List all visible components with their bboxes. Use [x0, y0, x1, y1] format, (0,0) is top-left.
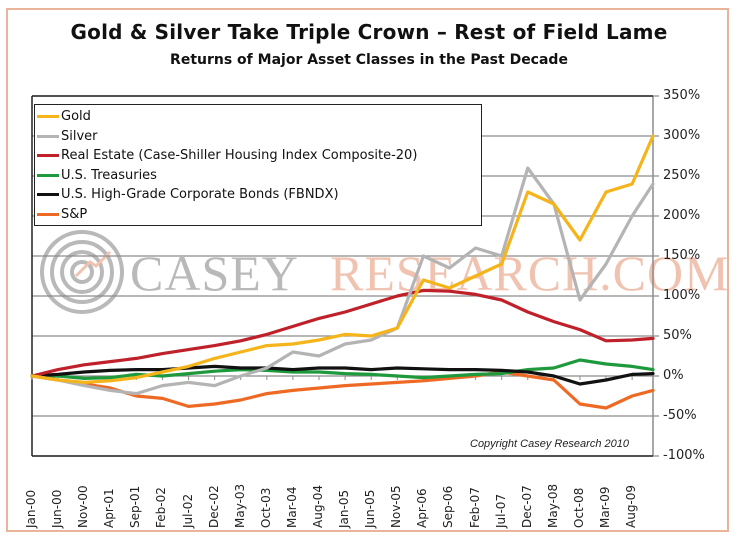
x-tick-label: Jul-07: [493, 493, 508, 528]
y-tick-label: -50%: [663, 408, 697, 423]
legend-swatch: [37, 134, 59, 138]
x-tick-label: Jun-00: [50, 489, 65, 528]
series-line-u-s-treasuries: [30, 358, 655, 380]
y-tick-label: 300%: [663, 128, 701, 143]
x-tick-label: Feb-07: [467, 487, 482, 528]
chart-subtitle: Returns of Major Asset Classes in the Pa…: [170, 52, 568, 68]
chart-title: Gold & Silver Take Triple Crown – Rest o…: [70, 20, 668, 44]
y-tick-label: 150%: [663, 248, 701, 263]
series-line-u-s-high-grade-corporate-bonds-fbndx: [30, 364, 655, 386]
legend-swatch: [37, 193, 59, 197]
x-tick-label: Jan-05: [337, 489, 352, 528]
x-tick-label: Apr-01: [102, 488, 117, 528]
x-tick-label: Aug-04: [311, 484, 326, 528]
chart-frame: [6, 8, 729, 532]
legend-swatch: [37, 212, 59, 216]
x-tick-label: Apr-06: [415, 488, 430, 528]
x-tick-label: May-03: [232, 483, 247, 528]
x-tick-label: Mar-09: [598, 486, 613, 528]
y-tick-label: 100%: [663, 288, 701, 303]
legend-label: U.S. Treasuries: [61, 167, 157, 183]
series-line-s-p: [30, 370, 655, 410]
legend-label: U.S. High-Grade Corporate Bonds (FBNDX): [61, 187, 339, 203]
legend-label: Silver: [61, 128, 98, 144]
x-tick-label: Jun-05: [363, 489, 378, 528]
watermark-casey: CASEY: [130, 245, 299, 301]
x-tick-label: May-08: [545, 483, 560, 528]
copyright-note: Copyright Casey Research 2010: [470, 438, 629, 450]
legend-item: U.S. Treasuries: [37, 166, 481, 186]
x-tick-label: Nov-00: [76, 485, 91, 528]
x-tick-label: Mar-04: [284, 486, 299, 528]
x-tick-label: Sep-01: [128, 485, 143, 528]
series-line-gold: [30, 134, 655, 384]
legend-item: U.S. High-Grade Corporate Bonds (FBNDX): [37, 185, 481, 205]
legend-item: Gold: [37, 107, 481, 127]
legend-item: Real Estate (Case-Shiller Housing Index …: [37, 146, 481, 166]
x-tick-label: Sep-06: [441, 485, 456, 528]
y-tick-label: -100%: [663, 448, 705, 463]
watermark-research: RESEARCH.COM: [330, 245, 730, 301]
x-tick-label: Aug-09: [624, 484, 639, 528]
y-tick-label: 250%: [663, 168, 701, 183]
series-line-real-estate-case-shiller-housing-index-composite-20: [30, 288, 655, 378]
x-tick-label: Oct-08: [571, 487, 586, 528]
legend-swatch: [37, 154, 59, 158]
legend-label: Real Estate (Case-Shiller Housing Index …: [61, 148, 418, 164]
legend-item: S&P: [37, 205, 481, 225]
legend-label: S&P: [61, 206, 88, 222]
y-tick-label: 200%: [663, 208, 701, 223]
y-tick-label: 50%: [663, 328, 692, 343]
legend-swatch: [37, 115, 59, 119]
x-tick-label: Nov-05: [389, 485, 404, 528]
legend-swatch: [37, 173, 59, 177]
y-tick-label: 0%: [663, 368, 684, 383]
x-tick-label: Oct-03: [258, 487, 273, 528]
x-tick-label: Dec-07: [519, 485, 534, 528]
x-tick-label: Jan-00: [24, 489, 38, 528]
y-tick-label: 350%: [663, 88, 701, 103]
x-tick-label: Jul-02: [180, 493, 195, 528]
legend-item: Silver: [37, 127, 481, 147]
legend-label: Gold: [61, 109, 91, 125]
x-tick-label: Dec-02: [206, 485, 221, 528]
watermark-spiral-icon: [40, 230, 124, 314]
chart-legend: Gold Silver Real Estate (Case-Shiller Hous…: [34, 104, 482, 226]
x-tick-label: Feb-02: [154, 487, 169, 528]
